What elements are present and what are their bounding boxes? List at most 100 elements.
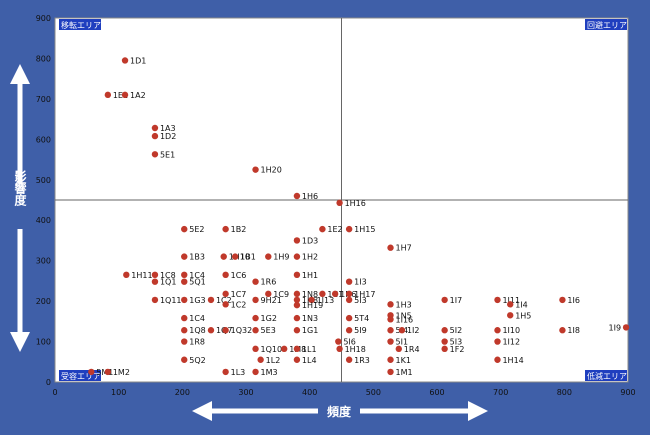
data-point bbox=[151, 132, 159, 140]
data-point bbox=[222, 327, 229, 334]
data-point-label: 1C2 bbox=[216, 296, 232, 305]
data-point-label: 1I9 bbox=[609, 323, 622, 332]
data-point bbox=[252, 327, 259, 334]
y-tick-label: 900 bbox=[36, 14, 51, 23]
x-tick-label: 800 bbox=[557, 388, 572, 397]
data-point bbox=[387, 316, 394, 323]
data-point-label: 1N3 bbox=[302, 314, 318, 323]
data-point-label: 1I13 bbox=[317, 296, 335, 305]
data-point bbox=[494, 356, 501, 363]
data-point-label: 1C8 bbox=[160, 271, 176, 280]
data-point bbox=[387, 338, 394, 345]
data-point bbox=[345, 225, 353, 233]
data-point bbox=[252, 345, 259, 353]
data-point bbox=[181, 356, 188, 363]
data-point bbox=[123, 271, 130, 279]
data-point-label: 1H6 bbox=[302, 192, 318, 201]
data-point bbox=[265, 290, 272, 298]
data-point-label: 1H3 bbox=[396, 300, 412, 309]
quadrant-label-bottom-left: 受容エリア bbox=[61, 371, 101, 381]
data-point-label: 1C4 bbox=[189, 314, 205, 323]
x-tick-label: 200 bbox=[175, 388, 190, 397]
data-point-label: 1G3 bbox=[189, 296, 205, 305]
data-point bbox=[293, 356, 301, 363]
data-point-label: 1N8 bbox=[302, 290, 318, 299]
data-point-label: 1Q10 bbox=[261, 345, 283, 354]
data-point-label: 1H1 bbox=[302, 271, 318, 280]
data-point bbox=[507, 312, 514, 319]
data-point bbox=[252, 368, 259, 376]
data-point bbox=[293, 327, 301, 334]
data-point bbox=[293, 296, 301, 304]
data-point-label: 1Q1 bbox=[160, 278, 176, 287]
data-point-label: 1M3 bbox=[261, 368, 278, 377]
data-point-label: 1H16 bbox=[345, 199, 366, 208]
data-point-label: 5I1 bbox=[396, 338, 409, 347]
data-point bbox=[293, 192, 301, 200]
data-point bbox=[387, 244, 394, 251]
data-point bbox=[441, 327, 448, 334]
y-axis-arrow-up-icon bbox=[10, 64, 30, 84]
data-point-label: 1K1 bbox=[396, 356, 411, 365]
data-point bbox=[387, 301, 394, 308]
data-point-label: 1C4 bbox=[189, 271, 205, 280]
y-axis-title-bg bbox=[11, 183, 29, 229]
x-tick-label: 600 bbox=[429, 388, 444, 397]
data-point bbox=[387, 368, 394, 376]
data-point bbox=[252, 166, 259, 173]
data-point bbox=[281, 345, 288, 353]
data-point-label: 1R3 bbox=[354, 356, 370, 365]
data-point bbox=[222, 368, 229, 376]
data-point-label: 1H7 bbox=[396, 244, 412, 253]
data-point bbox=[559, 327, 566, 334]
data-point bbox=[293, 237, 301, 244]
y-tick-label: 800 bbox=[36, 54, 51, 63]
data-point bbox=[336, 199, 343, 207]
data-point-label: 1H19 bbox=[302, 301, 323, 310]
data-point bbox=[222, 301, 229, 308]
data-point bbox=[181, 225, 188, 233]
data-point bbox=[319, 290, 326, 298]
data-point-label: 1G1 bbox=[302, 326, 318, 335]
data-point bbox=[293, 314, 301, 322]
data-point bbox=[181, 327, 188, 334]
data-point bbox=[151, 151, 159, 158]
data-point-label: 5I6 bbox=[343, 338, 356, 347]
data-point bbox=[441, 338, 448, 345]
x-axis-title: 頻度 bbox=[327, 404, 352, 419]
data-point-label: 1H14 bbox=[502, 356, 523, 365]
data-point-label: 1H20 bbox=[261, 166, 282, 175]
data-point-label: 1I2 bbox=[407, 326, 420, 335]
data-point-label: 1L3 bbox=[231, 368, 246, 377]
data-point bbox=[441, 296, 448, 304]
x-axis-arrow-left-icon bbox=[192, 401, 212, 421]
data-point-label: 1D1 bbox=[130, 56, 146, 65]
data-point bbox=[252, 314, 259, 322]
data-point bbox=[222, 271, 229, 279]
data-point-label: 5Q1 bbox=[189, 278, 205, 287]
data-point-label: 1B1 bbox=[240, 253, 256, 262]
data-point-label: 1C7 bbox=[231, 290, 247, 299]
data-point-label: 1A3 bbox=[160, 124, 176, 133]
x-tick-label: 300 bbox=[238, 388, 253, 397]
quadrant-label-bg-top-left bbox=[59, 19, 101, 30]
data-point-label: 1I10 bbox=[502, 326, 520, 335]
y-axis-arrow-down-icon bbox=[10, 332, 30, 352]
y-tick-label: 200 bbox=[36, 297, 51, 306]
data-point-label: 1N5 bbox=[396, 311, 412, 320]
y-tick-label: 100 bbox=[36, 338, 51, 347]
data-point bbox=[181, 271, 188, 279]
data-point-label: 1H18 bbox=[345, 345, 366, 354]
data-point bbox=[308, 296, 315, 304]
data-point-label: 1H9 bbox=[273, 253, 289, 262]
data-point-label: 1H17 bbox=[354, 290, 375, 299]
data-point-label: 1G2 bbox=[261, 314, 277, 323]
data-point bbox=[395, 345, 402, 353]
data-point-label: 1E1 bbox=[113, 91, 128, 100]
data-point bbox=[441, 345, 448, 353]
axis-ticks: 0 100 200 300 400 500 600 700 800 900 0 100 200 300 40… bbox=[36, 14, 636, 397]
y-tick-label: 400 bbox=[36, 216, 51, 225]
data-point bbox=[293, 345, 301, 353]
data-point bbox=[494, 327, 501, 334]
